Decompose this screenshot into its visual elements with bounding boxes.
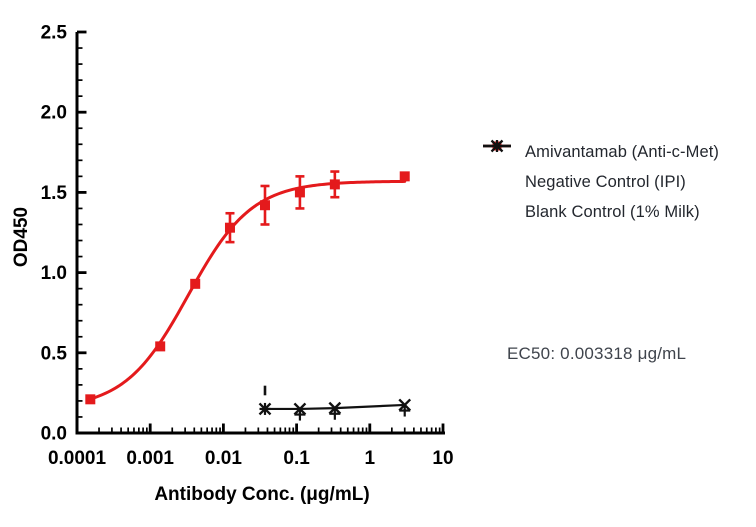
svg-text:0.5: 0.5 bbox=[41, 343, 68, 364]
svg-text:0.0001: 0.0001 bbox=[48, 448, 107, 469]
svg-text:0.01: 0.01 bbox=[205, 448, 242, 469]
legend-label-negative-control: Negative Control (IPI) bbox=[525, 172, 686, 191]
svg-text:10: 10 bbox=[432, 448, 453, 469]
legend-item-blank-control: Blank Control (1% Milk) bbox=[481, 140, 719, 227]
ec50-annotation: EC50: 0.003318 μg/mL bbox=[507, 344, 687, 363]
svg-text:0.0: 0.0 bbox=[41, 424, 67, 445]
legend-label-blank-control: Blank Control (1% Milk) bbox=[525, 202, 700, 221]
svg-text:2.5: 2.5 bbox=[41, 23, 68, 44]
svg-text:0.1: 0.1 bbox=[283, 448, 310, 469]
legend-item-amivantamab: Amivantamab (Anti-c-Met) bbox=[481, 137, 719, 167]
svg-text:2.0: 2.0 bbox=[41, 103, 67, 124]
legend: Amivantamab (Anti-c-Met) Negative Contro… bbox=[481, 137, 719, 227]
negative-control-line-x-marker-icon bbox=[481, 139, 515, 191]
svg-text:Antibody Conc. (μg/mL): Antibody Conc. (μg/mL) bbox=[154, 484, 369, 505]
svg-text:1.5: 1.5 bbox=[41, 183, 68, 204]
svg-text:OD450: OD450 bbox=[11, 207, 32, 267]
legend-item-negative-control: Negative Control (IPI) bbox=[481, 139, 719, 197]
svg-text:0.001: 0.001 bbox=[126, 448, 174, 469]
svg-text:1: 1 bbox=[365, 448, 376, 469]
legend-label-amivantamab: Amivantamab (Anti-c-Met) bbox=[525, 142, 720, 161]
blank-control-line-plus-marker-icon bbox=[481, 140, 515, 221]
svg-text:1.0: 1.0 bbox=[41, 263, 67, 284]
